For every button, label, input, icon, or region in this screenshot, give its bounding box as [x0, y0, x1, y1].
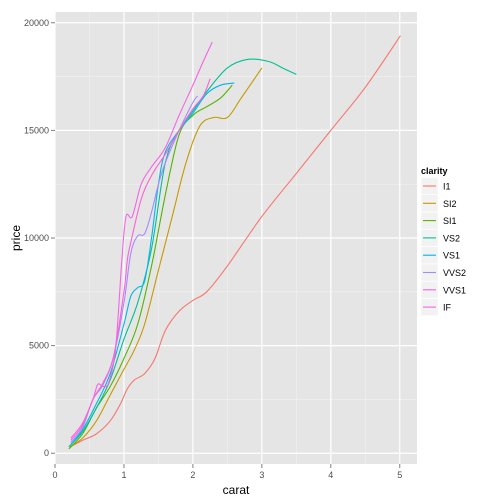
- y-axis-ticks: 0 5000 10000 15000 20000: [24, 18, 55, 458]
- x-tick-label: 4: [328, 470, 333, 480]
- x-axis-title: carat: [223, 483, 250, 497]
- y-axis-title: price: [9, 225, 23, 251]
- legend-label-si2: SI2: [443, 199, 457, 209]
- y-tick-label: 5000: [29, 341, 49, 351]
- series-line-if: [70, 41, 213, 439]
- y-tick-label: 0: [44, 448, 49, 458]
- legend: clarity I1 SI2 SI1 VS2 VS1 VVS2 VVS1 IF: [420, 166, 466, 316]
- legend-label-vvs2: VVS2: [443, 268, 466, 278]
- x-axis-ticks: 0 1 2 3 4 5: [52, 464, 402, 480]
- legend-label-if: IF: [443, 303, 452, 313]
- series-line-vvs1: [70, 78, 211, 441]
- series-lines: [68, 35, 401, 450]
- legend-label-i1: I1: [443, 182, 451, 192]
- legend-label-si1: SI1: [443, 216, 457, 226]
- y-tick-label: 20000: [24, 18, 49, 28]
- y-tick-label: 15000: [24, 125, 49, 135]
- legend-title: clarity: [421, 166, 448, 176]
- x-tick-label: 5: [397, 470, 402, 480]
- y-tick-label: 10000: [24, 233, 49, 243]
- series-line-si2: [69, 67, 263, 448]
- legend-label-vs2: VS2: [443, 233, 460, 243]
- series-line-i1: [69, 35, 401, 448]
- legend-label-vvs1: VVS1: [443, 285, 466, 295]
- x-tick-label: 1: [121, 470, 126, 480]
- legend-label-vs1: VS1: [443, 251, 460, 261]
- series-line-vs1: [70, 82, 235, 445]
- x-tick-label: 0: [52, 470, 57, 480]
- x-tick-label: 2: [190, 470, 195, 480]
- x-tick-label: 3: [259, 470, 264, 480]
